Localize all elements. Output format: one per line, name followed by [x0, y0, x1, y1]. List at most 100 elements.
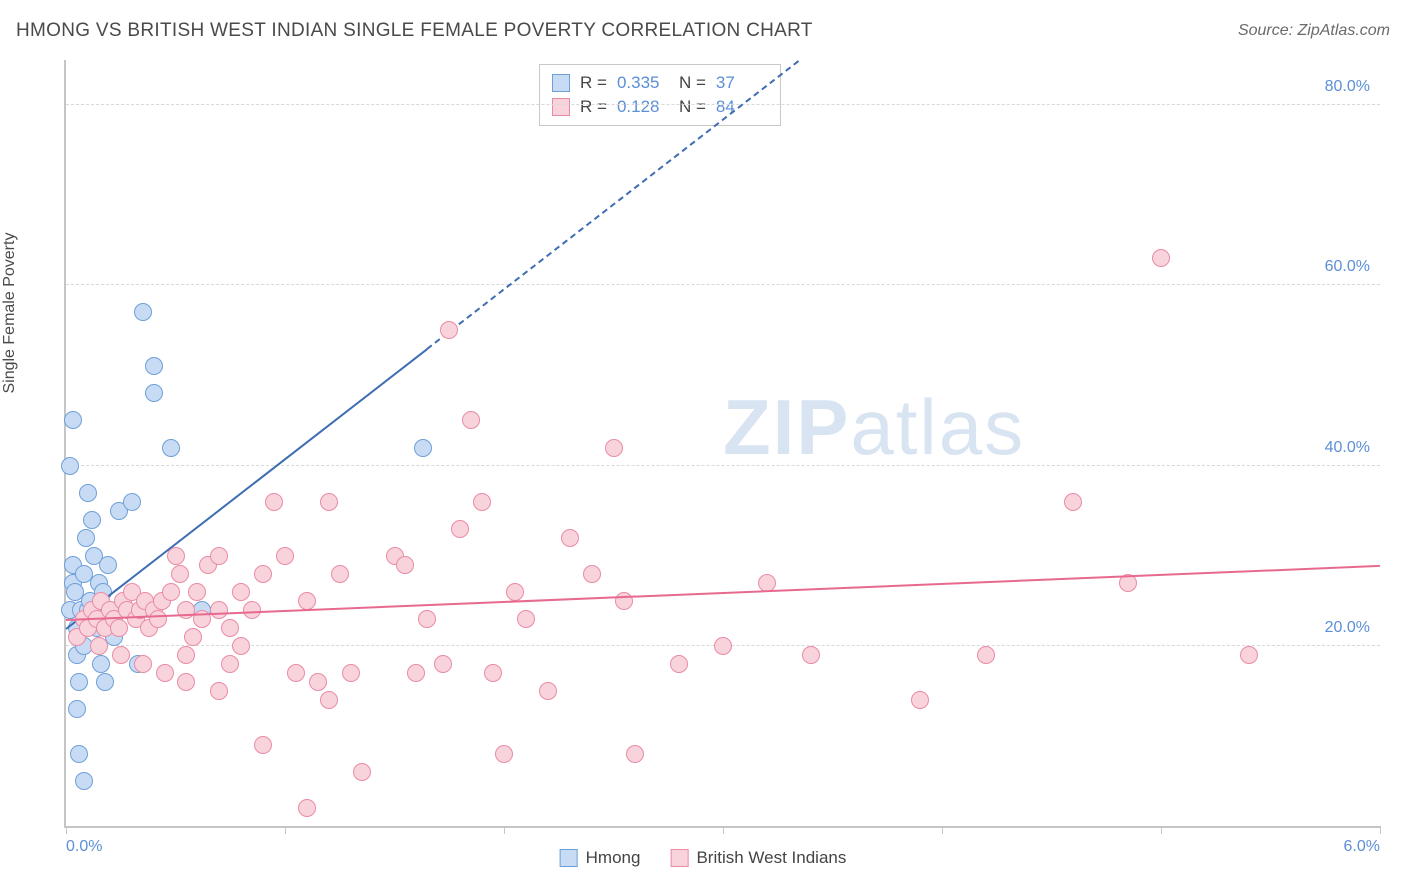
data-point: [484, 664, 502, 682]
x-tick: [723, 826, 724, 834]
data-point: [83, 511, 101, 529]
data-point: [418, 610, 436, 628]
legend-swatch: [552, 98, 570, 116]
legend-swatch: [560, 849, 578, 867]
data-point: [232, 583, 250, 601]
gridline: [66, 284, 1380, 285]
data-point: [210, 601, 228, 619]
data-point: [802, 646, 820, 664]
data-point: [414, 439, 432, 457]
data-point: [70, 673, 88, 691]
x-tick: [1380, 826, 1381, 834]
data-point: [517, 610, 535, 628]
data-point: [145, 384, 163, 402]
data-point: [92, 655, 110, 673]
data-point: [134, 303, 152, 321]
data-point: [75, 772, 93, 790]
data-point: [221, 619, 239, 637]
y-tick-label: 20.0%: [1325, 619, 1370, 637]
x-tick: [66, 826, 67, 834]
data-point: [254, 736, 272, 754]
x-tick-label: 0.0%: [66, 838, 102, 856]
data-point: [396, 556, 414, 574]
data-point: [77, 529, 95, 547]
data-point: [188, 583, 206, 601]
plot-area: ZIPatlas R =0.335N =37R = 0.128 N = 84 20.0…: [64, 60, 1380, 828]
data-point: [670, 655, 688, 673]
gridline: [66, 465, 1380, 466]
data-point: [123, 493, 141, 511]
data-point: [210, 682, 228, 700]
x-tick: [1161, 826, 1162, 834]
x-tick: [504, 826, 505, 834]
data-point: [68, 700, 86, 718]
data-point: [539, 682, 557, 700]
legend-label: British West Indians: [696, 848, 846, 868]
data-point: [320, 493, 338, 511]
data-point: [462, 411, 480, 429]
data-point: [298, 799, 316, 817]
stat-r-label: R =: [580, 97, 607, 117]
data-point: [177, 673, 195, 691]
data-point: [99, 556, 117, 574]
data-point: [210, 547, 228, 565]
data-point: [70, 745, 88, 763]
data-point: [320, 691, 338, 709]
legend-swatch: [552, 74, 570, 92]
data-point: [61, 457, 79, 475]
data-point: [714, 637, 732, 655]
gridline: [66, 104, 1380, 105]
y-tick-label: 40.0%: [1325, 439, 1370, 457]
data-point: [276, 547, 294, 565]
data-point: [232, 637, 250, 655]
data-point: [473, 493, 491, 511]
x-tick: [285, 826, 286, 834]
data-point: [243, 601, 261, 619]
data-point: [134, 655, 152, 673]
data-point: [506, 583, 524, 601]
watermark-bold: ZIP: [723, 383, 850, 471]
data-point: [495, 745, 513, 763]
data-point: [342, 664, 360, 682]
data-point: [1152, 249, 1170, 267]
data-point: [561, 529, 579, 547]
data-point: [79, 484, 97, 502]
data-point: [331, 565, 349, 583]
data-point: [626, 745, 644, 763]
stat-r-value: 0.128: [617, 97, 669, 117]
legend-item: Hmong: [560, 848, 641, 868]
data-point: [162, 583, 180, 601]
data-point: [287, 664, 305, 682]
data-point: [353, 763, 371, 781]
data-point: [110, 619, 128, 637]
chart-source: Source: ZipAtlas.com: [1238, 22, 1390, 40]
data-point: [149, 610, 167, 628]
data-point: [440, 321, 458, 339]
x-tick-label: 6.0%: [1344, 838, 1380, 856]
stats-legend: R =0.335N =37R = 0.128 N = 84: [539, 64, 781, 126]
legend-label: Hmong: [586, 848, 641, 868]
chart-title: HMONG VS BRITISH WEST INDIAN SINGLE FEMA…: [16, 20, 813, 42]
watermark: ZIPatlas: [723, 382, 1025, 473]
data-point: [112, 646, 130, 664]
x-tick: [942, 826, 943, 834]
y-axis-label: Single Female Poverty: [1, 233, 19, 394]
data-point: [254, 565, 272, 583]
legend-item: British West Indians: [670, 848, 846, 868]
data-point: [977, 646, 995, 664]
chart-header: HMONG VS BRITISH WEST INDIAN SINGLE FEMA…: [16, 20, 1390, 42]
data-point: [605, 439, 623, 457]
data-point: [615, 592, 633, 610]
watermark-light: atlas: [850, 383, 1025, 471]
data-point: [265, 493, 283, 511]
stat-n-label: N =: [679, 97, 706, 117]
data-point: [583, 565, 601, 583]
stat-n-value: 84: [716, 97, 768, 117]
data-point: [162, 439, 180, 457]
stats-legend-row: R =0.335N =37: [552, 71, 768, 95]
data-point: [156, 664, 174, 682]
data-point: [1240, 646, 1258, 664]
data-point: [911, 691, 929, 709]
stat-r-label: R =: [580, 73, 607, 93]
data-point: [221, 655, 239, 673]
